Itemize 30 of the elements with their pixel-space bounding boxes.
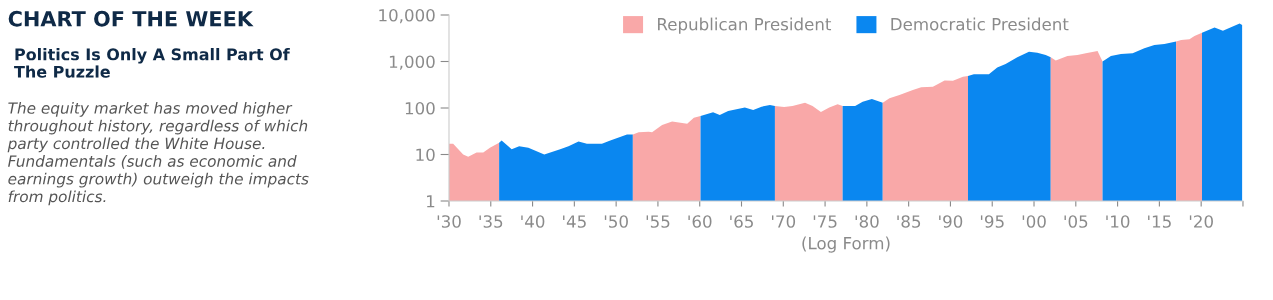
x-tick-label: '40 xyxy=(521,215,545,228)
legend-label: Republican President xyxy=(658,17,832,34)
x-tick-label: '60 xyxy=(688,215,712,228)
y-tick-label: 100 xyxy=(405,101,435,115)
x-axis-title: (Log Form) xyxy=(802,236,890,253)
x-tick-label: '85 xyxy=(897,215,921,228)
x-tick-label: '00 xyxy=(1022,215,1046,228)
x-tick-label: '90 xyxy=(939,215,963,228)
text: Politics Is Only A Small Part Of The Puzzle xyxy=(14,48,290,78)
x-tick-label: '65 xyxy=(730,215,753,228)
x-tick-label: '15 xyxy=(1148,215,1171,228)
x-tick-label: '95 xyxy=(980,215,1004,228)
text: CHART OF THE WEEK xyxy=(8,10,254,27)
x-tick-label: '30 xyxy=(437,215,461,228)
x-tick-label: '45 xyxy=(563,215,586,228)
x-tick-label: '75 xyxy=(813,215,837,228)
x-tick-label: '50 xyxy=(604,215,628,228)
x-tick-label: '05 xyxy=(1064,215,1088,228)
x-tick-label: '80 xyxy=(855,215,879,228)
x-tick-label: '70 xyxy=(772,215,796,228)
legend-label: Democratic President xyxy=(891,17,1069,31)
y-tick-label: 1 xyxy=(427,195,435,208)
text: The equity market has moved higher throughout history, regardless of which party controlled the White House. Fundamentals (such as economic and earnings growth) outweigh the impacts from politics. xyxy=(7,102,309,206)
y-tick-label: 1,000 xyxy=(389,55,435,70)
y-tick-label: 10,000 xyxy=(379,8,435,24)
x-tick-label: '35 xyxy=(479,215,503,228)
y-tick-label: 10 xyxy=(416,148,435,162)
x-tick-label: '55 xyxy=(646,215,670,228)
x-tick-label: '20 xyxy=(1189,215,1213,228)
x-tick-label: '10 xyxy=(1106,215,1130,228)
